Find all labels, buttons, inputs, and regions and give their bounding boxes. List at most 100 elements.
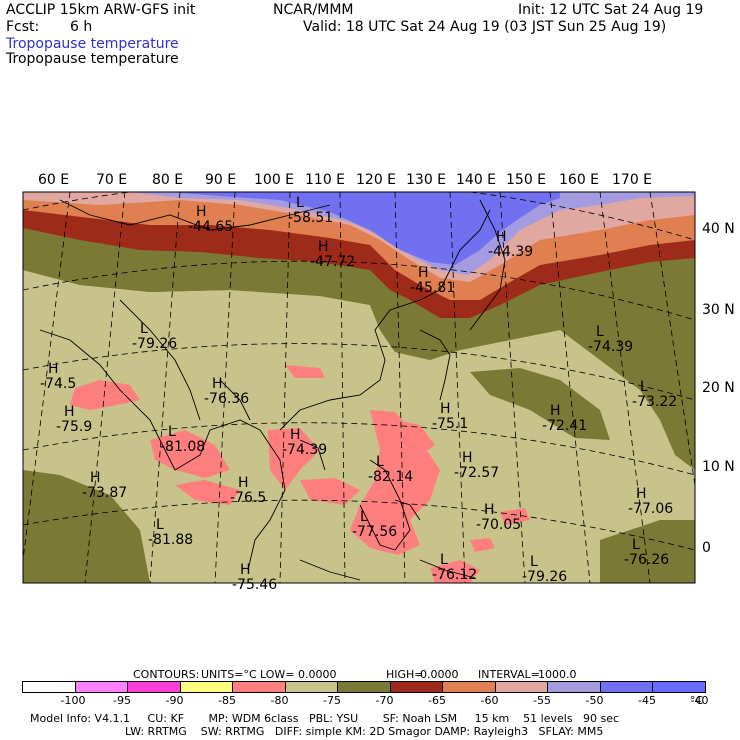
high-marker: H (290, 427, 301, 443)
latitude-label: 20 N (702, 380, 735, 396)
model-info-line: Model Info: V4.1.1 CU: KF MP: WDM 6class… (30, 712, 620, 725)
high-marker: H (90, 470, 101, 486)
high-marker: H (64, 404, 75, 420)
colorbar-unit: °C (690, 694, 704, 707)
colorbar-swatch (127, 681, 181, 693)
marker-value: -76.26 (624, 552, 670, 568)
high-marker: H (550, 403, 561, 419)
colorbar-swatch (337, 681, 391, 693)
forecast-label: Fcst: (6, 19, 40, 35)
marker-value: -47.72 (310, 254, 356, 270)
high-marker: H (238, 475, 249, 491)
marker-value: -72.41 (542, 418, 588, 434)
marker-value: -74.5 (40, 376, 77, 392)
colorbar-swatch (232, 681, 286, 693)
colorbar-label: -60 (480, 694, 499, 707)
colorbar-swatch (179, 681, 233, 693)
colorbar-swatch (494, 681, 548, 693)
low-marker: L (140, 321, 148, 337)
marker-value: -81.88 (148, 532, 194, 548)
latitude-label: 30 N (702, 302, 735, 318)
graticule (23, 192, 695, 583)
high-marker: H (440, 401, 451, 417)
colorbar-label: -90 (165, 694, 184, 707)
low-marker: L (640, 379, 648, 395)
marker-value: -70.05 (476, 517, 522, 533)
low-marker: L (156, 517, 164, 533)
colorbar-label: -100 (60, 694, 86, 707)
low-marker: L (376, 454, 384, 470)
colorbar-label: -65 (428, 694, 446, 707)
latitude-label: 10 N (702, 459, 735, 475)
low-marker: L (360, 509, 368, 525)
map-fill-layer (23, 192, 695, 583)
marker-value: -73.87 (82, 485, 128, 501)
colorbar-label: -50 (585, 694, 604, 707)
high-marker: H (462, 450, 473, 466)
marker-value: -82.14 (368, 469, 414, 485)
colorbar-label: -85 (218, 694, 236, 707)
valid-time: Valid: 18 UTC Sat 24 Aug 19 (03 JST Sun … (303, 19, 667, 35)
high-marker: H (48, 361, 59, 377)
low-marker: L (168, 424, 176, 440)
high-marker: H (484, 502, 495, 518)
marker-value: -76.12 (432, 567, 478, 583)
longitude-label: 80 E (152, 172, 184, 188)
colorbar-swatch (22, 681, 76, 693)
latitude-label: 40 N (702, 221, 735, 237)
model-physics-line: LW: RRTMG SW: RRTMG DIFF: simple KM: 2D … (125, 725, 604, 738)
field-title-black: Tropopause temperature (6, 51, 179, 67)
longitude-label: 70 E (96, 172, 128, 188)
colorbar-label: -45 (638, 694, 656, 707)
colorbar-label: -40 (690, 694, 709, 707)
low-marker: L (296, 195, 304, 211)
interval-label: INTERVAL= (478, 668, 540, 681)
marker-value: -75.46 (232, 577, 278, 593)
colorbar-label: -95 (113, 694, 131, 707)
marker-value: -58.51 (288, 210, 334, 226)
colorbar-swatch (652, 681, 706, 693)
marker-value: -73.22 (632, 394, 678, 410)
high-marker: H (240, 562, 251, 578)
init-time: Init: 12 UTC Sat 24 Aug 19 (518, 2, 704, 18)
coastlines (39, 199, 506, 581)
longitude-label: 110 E (305, 172, 346, 188)
high-value: 0.0000 (420, 668, 459, 681)
interval-value: 1000.0 (538, 668, 577, 681)
field-title-blue: Tropopause temperature (6, 36, 179, 52)
org-label: NCAR/MMM (273, 2, 354, 18)
low-marker: L (632, 537, 640, 553)
map-frame (22, 191, 696, 584)
colorbar-label: -70 (375, 694, 394, 707)
marker-value: -77.06 (628, 501, 674, 517)
forecast-hours: 6 h (70, 19, 93, 35)
high-marker: H (496, 229, 507, 245)
marker-value: -44.39 (488, 244, 534, 260)
latitude-label: 0 (702, 540, 711, 556)
high-marker: H (636, 486, 647, 502)
longitude-label: 170 E (612, 172, 653, 188)
marker-value: -76.36 (204, 391, 250, 407)
marker-value: -75.9 (56, 419, 93, 435)
marker-value: -79.26 (522, 569, 568, 585)
marker-value: -45.81 (410, 280, 456, 296)
marker-value: -75.1 (432, 416, 469, 432)
high-marker: H (418, 265, 429, 281)
low-marker: L (596, 324, 604, 340)
colorbar-swatch (442, 681, 496, 693)
marker-value: -72.57 (454, 465, 500, 481)
high-marker: H (196, 204, 207, 220)
colorbar-label: -75 (323, 694, 341, 707)
model-title: ACCLIP 15km ARW-GFS init (6, 2, 196, 18)
marker-value: -74.39 (588, 339, 634, 355)
colorbar-label: -55 (533, 694, 551, 707)
low-label: LOW= (260, 668, 295, 681)
colorbar-label: -80 (270, 694, 289, 707)
longitude-label: 150 E (506, 172, 547, 188)
longitude-label: 130 E (406, 172, 447, 188)
longitude-label: 120 E (356, 172, 397, 188)
high-marker: H (318, 239, 329, 255)
colorbar-swatch (599, 681, 653, 693)
colorbar-swatch (389, 681, 443, 693)
longitude-label: 60 E (38, 172, 70, 188)
